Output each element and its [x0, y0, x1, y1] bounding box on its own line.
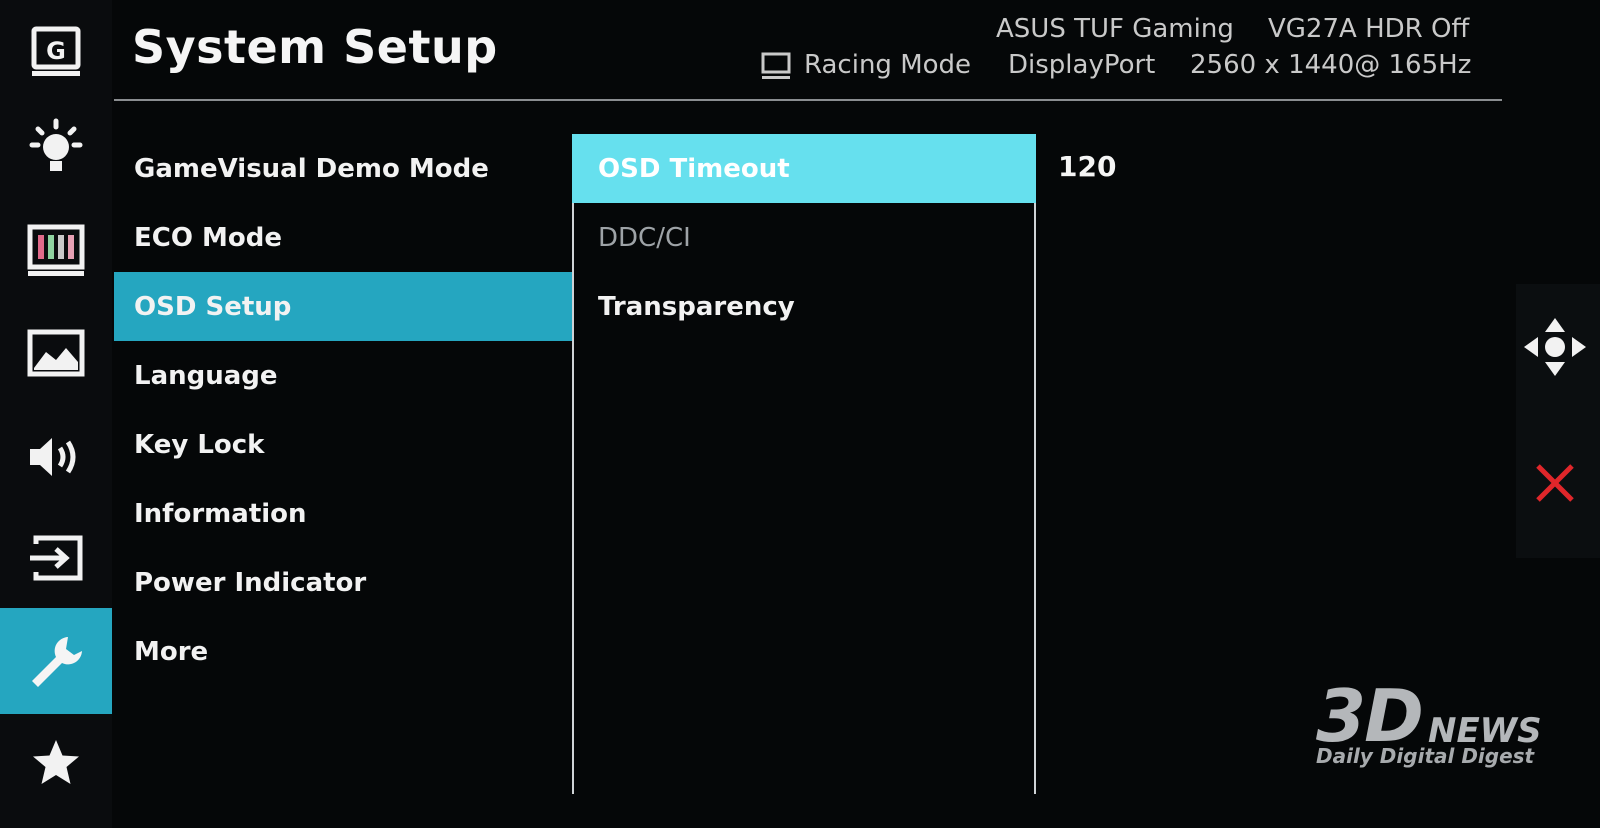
rail-gamevisual[interactable]: G	[0, 0, 112, 106]
system-setup-menu: GameVisual Demo Mode ECO Mode OSD Setup …	[114, 134, 572, 686]
submenu-item-transparency[interactable]: Transparency	[598, 291, 795, 322]
color-icon	[27, 224, 85, 276]
menu-item-information[interactable]: Information	[134, 498, 307, 529]
rail-image[interactable]	[0, 300, 112, 406]
my-favorite-star-icon	[33, 740, 79, 784]
gamevisual-icon: G	[31, 26, 81, 76]
watermark-logo: 3D	[1316, 674, 1424, 758]
menu-item-eco-mode[interactable]: ECO Mode	[134, 222, 282, 253]
close-icon[interactable]	[1534, 462, 1576, 504]
hdr-status: VG27A HDR Off	[1268, 14, 1470, 44]
menu-item-power-indicator[interactable]: Power Indicator	[134, 567, 367, 598]
rail-system-setup[interactable]	[0, 608, 112, 714]
rail-blue-light[interactable]	[0, 96, 112, 202]
menu-item-osd-setup[interactable]: OSD Setup	[114, 272, 572, 341]
game-mode-label: Racing Mode	[804, 50, 972, 80]
sound-icon	[30, 438, 76, 476]
input-select-icon	[30, 535, 83, 581]
osd-setup-submenu: OSD Timeout DDC/CI Transparency	[572, 134, 1036, 794]
image-icon	[27, 329, 85, 377]
blue-light-filter-icon	[29, 118, 83, 171]
watermark-news: NEWS	[1428, 711, 1542, 751]
page-title: System Setup	[132, 20, 498, 74]
monitor-mode-icon	[761, 52, 791, 79]
menu-item-language[interactable]: Language	[134, 360, 278, 391]
icon-rail: G	[0, 0, 112, 828]
menu-item-key-lock[interactable]: Key Lock	[134, 429, 265, 460]
osd-timeout-value[interactable]: 120	[1058, 150, 1117, 183]
input-source-label: DisplayPort	[1008, 50, 1156, 80]
svg-text:G: G	[46, 37, 66, 65]
rail-input[interactable]	[0, 506, 112, 612]
resolution-label: 2560 x 1440@ 165Hz	[1190, 50, 1472, 80]
five-way-navigation-icon[interactable]	[1520, 312, 1590, 382]
submenu-item-osd-timeout[interactable]: OSD Timeout	[572, 134, 1036, 203]
rail-favorite[interactable]	[0, 710, 112, 816]
submenu-item-ddc-ci[interactable]: DDC/CI	[598, 222, 691, 253]
menu-item-more[interactable]: More	[134, 636, 209, 667]
monitor-model: ASUS TUF Gaming	[996, 14, 1234, 44]
watermark-tagline: Daily Digital Digest	[1316, 744, 1535, 768]
rail-sound[interactable]	[0, 404, 112, 510]
menu-item-gamevisual-demo-mode[interactable]: GameVisual Demo Mode	[134, 153, 489, 184]
rail-color[interactable]	[0, 198, 112, 304]
header-divider	[114, 99, 1502, 101]
system-setup-wrench-icon	[32, 637, 82, 687]
